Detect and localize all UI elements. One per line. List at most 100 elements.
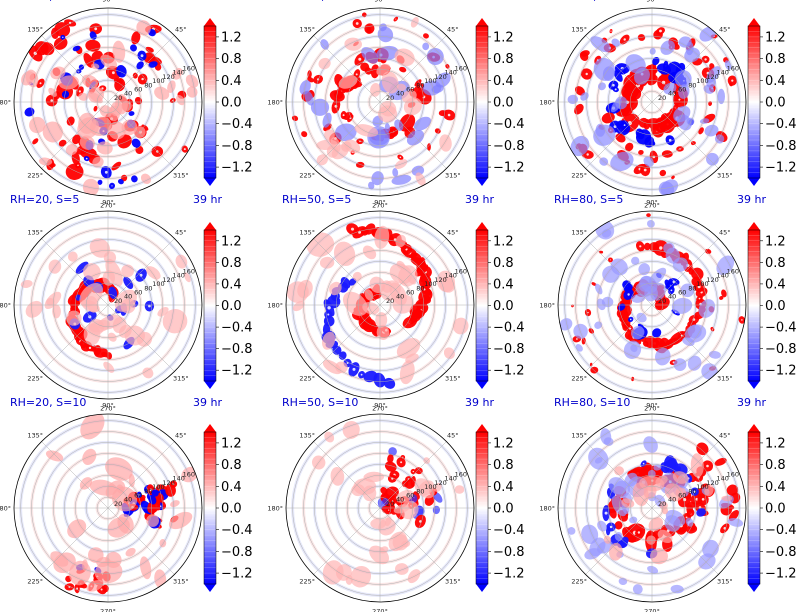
field-cell <box>431 84 444 94</box>
colorbar-tick-label: 0.4 <box>221 277 242 292</box>
field-cell <box>647 565 659 574</box>
field-cell <box>602 265 620 283</box>
field-cell <box>660 116 674 128</box>
panel-title: RH=20, S=0 <box>10 0 79 3</box>
field-cell <box>374 225 390 249</box>
field-cell <box>322 112 332 128</box>
field-cell <box>342 420 360 439</box>
angle-tick-label: 180° <box>267 302 283 310</box>
field-cell <box>624 472 638 487</box>
field-highlight <box>149 488 153 492</box>
field-cell <box>435 72 451 88</box>
radial-tick-label: 120 <box>706 276 718 284</box>
field-highlight <box>391 477 394 480</box>
colorbar: 1.2 0.8 0.4 0.0 −0.4 −0.8 −1.2 <box>203 222 253 389</box>
angle-tick-label: 180° <box>0 302 11 310</box>
radial-tick-label: 40 <box>124 90 132 98</box>
angle-tick-label: 180° <box>539 302 555 310</box>
field-highlight <box>183 148 186 151</box>
field-cell <box>111 486 138 512</box>
radial-tick-label: 120 <box>162 479 174 487</box>
radial-tick-label: 20 <box>114 297 122 305</box>
field-cell <box>85 39 101 52</box>
field-highlight <box>141 77 144 81</box>
field-highlight <box>342 114 345 117</box>
angular-gridline <box>651 304 719 372</box>
colorbar-tick-label: 0.8 <box>221 52 242 67</box>
field-highlight <box>400 461 403 464</box>
field-cell <box>186 86 198 98</box>
radial-tick-label: 40 <box>124 496 132 504</box>
field-cell <box>29 116 46 134</box>
colorbar-extend-bottom <box>476 584 488 592</box>
field-cell <box>131 31 141 45</box>
panel-time: 39 hr <box>193 396 222 409</box>
angular-gridline <box>585 101 653 169</box>
angle-tick-label: 180° <box>267 505 283 513</box>
angle-tick-label: 45° <box>175 432 187 440</box>
field-highlight <box>610 259 611 261</box>
polar-frame <box>13 210 203 400</box>
angle-tick-label: 90° <box>102 0 114 4</box>
field-highlight <box>610 30 612 32</box>
colorbar-tick-label: 0.0 <box>765 96 786 111</box>
colorbar-tick-label: 1.2 <box>221 30 242 45</box>
colorbar-tick-label: −1.2 <box>493 364 525 379</box>
field-highlight <box>670 289 673 292</box>
field-cell <box>433 482 442 492</box>
field-highlight <box>613 125 617 128</box>
field-cell <box>131 138 141 148</box>
radial-tick-label: 60 <box>678 289 686 297</box>
field-highlight <box>629 318 632 321</box>
angle-tick-label: 270° <box>644 405 660 413</box>
field-highlight <box>693 490 696 493</box>
field-cell <box>706 66 721 83</box>
colorbar-tick-label: 0.4 <box>493 74 514 89</box>
colorbar-tick-label: 0.8 <box>493 458 514 473</box>
colorbar-tick-label: 1.2 <box>493 30 514 45</box>
field-highlight <box>642 462 645 465</box>
field-cell <box>93 105 98 112</box>
field-cell <box>384 461 397 472</box>
field-cell <box>42 121 63 143</box>
radial-tick-label: 80 <box>144 284 152 292</box>
field-cell <box>699 118 710 124</box>
field-cell <box>324 129 335 141</box>
field-cell <box>443 347 455 360</box>
colorbar-tick-label: 0.0 <box>221 502 242 517</box>
radial-tick-label: 100 <box>424 280 436 288</box>
field-highlight <box>327 306 331 310</box>
field-cell <box>643 156 654 167</box>
angle-tick-label: 270° <box>100 202 116 210</box>
field-cell <box>699 26 716 42</box>
field-cell <box>376 45 399 61</box>
field-cell <box>659 169 667 177</box>
field-cell <box>603 437 614 446</box>
angle-tick-label: 315° <box>173 374 189 382</box>
panel-title: RH=80, S=5 <box>554 193 623 206</box>
field-cell <box>291 115 299 122</box>
colorbar-extend-bottom <box>476 178 488 186</box>
field-cell <box>696 442 709 456</box>
field-cell <box>175 254 188 269</box>
angular-gridline <box>651 441 719 509</box>
angle-tick-label: 45° <box>175 229 187 237</box>
colorbar-extend-bottom <box>748 178 760 186</box>
field-cell <box>709 63 715 70</box>
field-cell <box>92 156 104 168</box>
field-highlight <box>612 83 615 87</box>
field-cell <box>590 36 611 53</box>
field-cell <box>721 289 727 298</box>
field-cell <box>83 53 94 68</box>
field-cell <box>105 551 122 569</box>
colorbar-tick-label: 0.8 <box>765 458 786 473</box>
angle-tick-label: 90° <box>374 402 386 410</box>
field-cell <box>719 295 724 300</box>
radial-tick-label: 140 <box>716 272 728 280</box>
field-highlight <box>731 79 734 82</box>
field-cell <box>384 123 391 133</box>
field-cell <box>39 42 55 56</box>
angle-tick-label: 45° <box>447 229 459 237</box>
angle-tick-label: 180° <box>539 99 555 107</box>
radial-tick-label: 20 <box>114 500 122 508</box>
